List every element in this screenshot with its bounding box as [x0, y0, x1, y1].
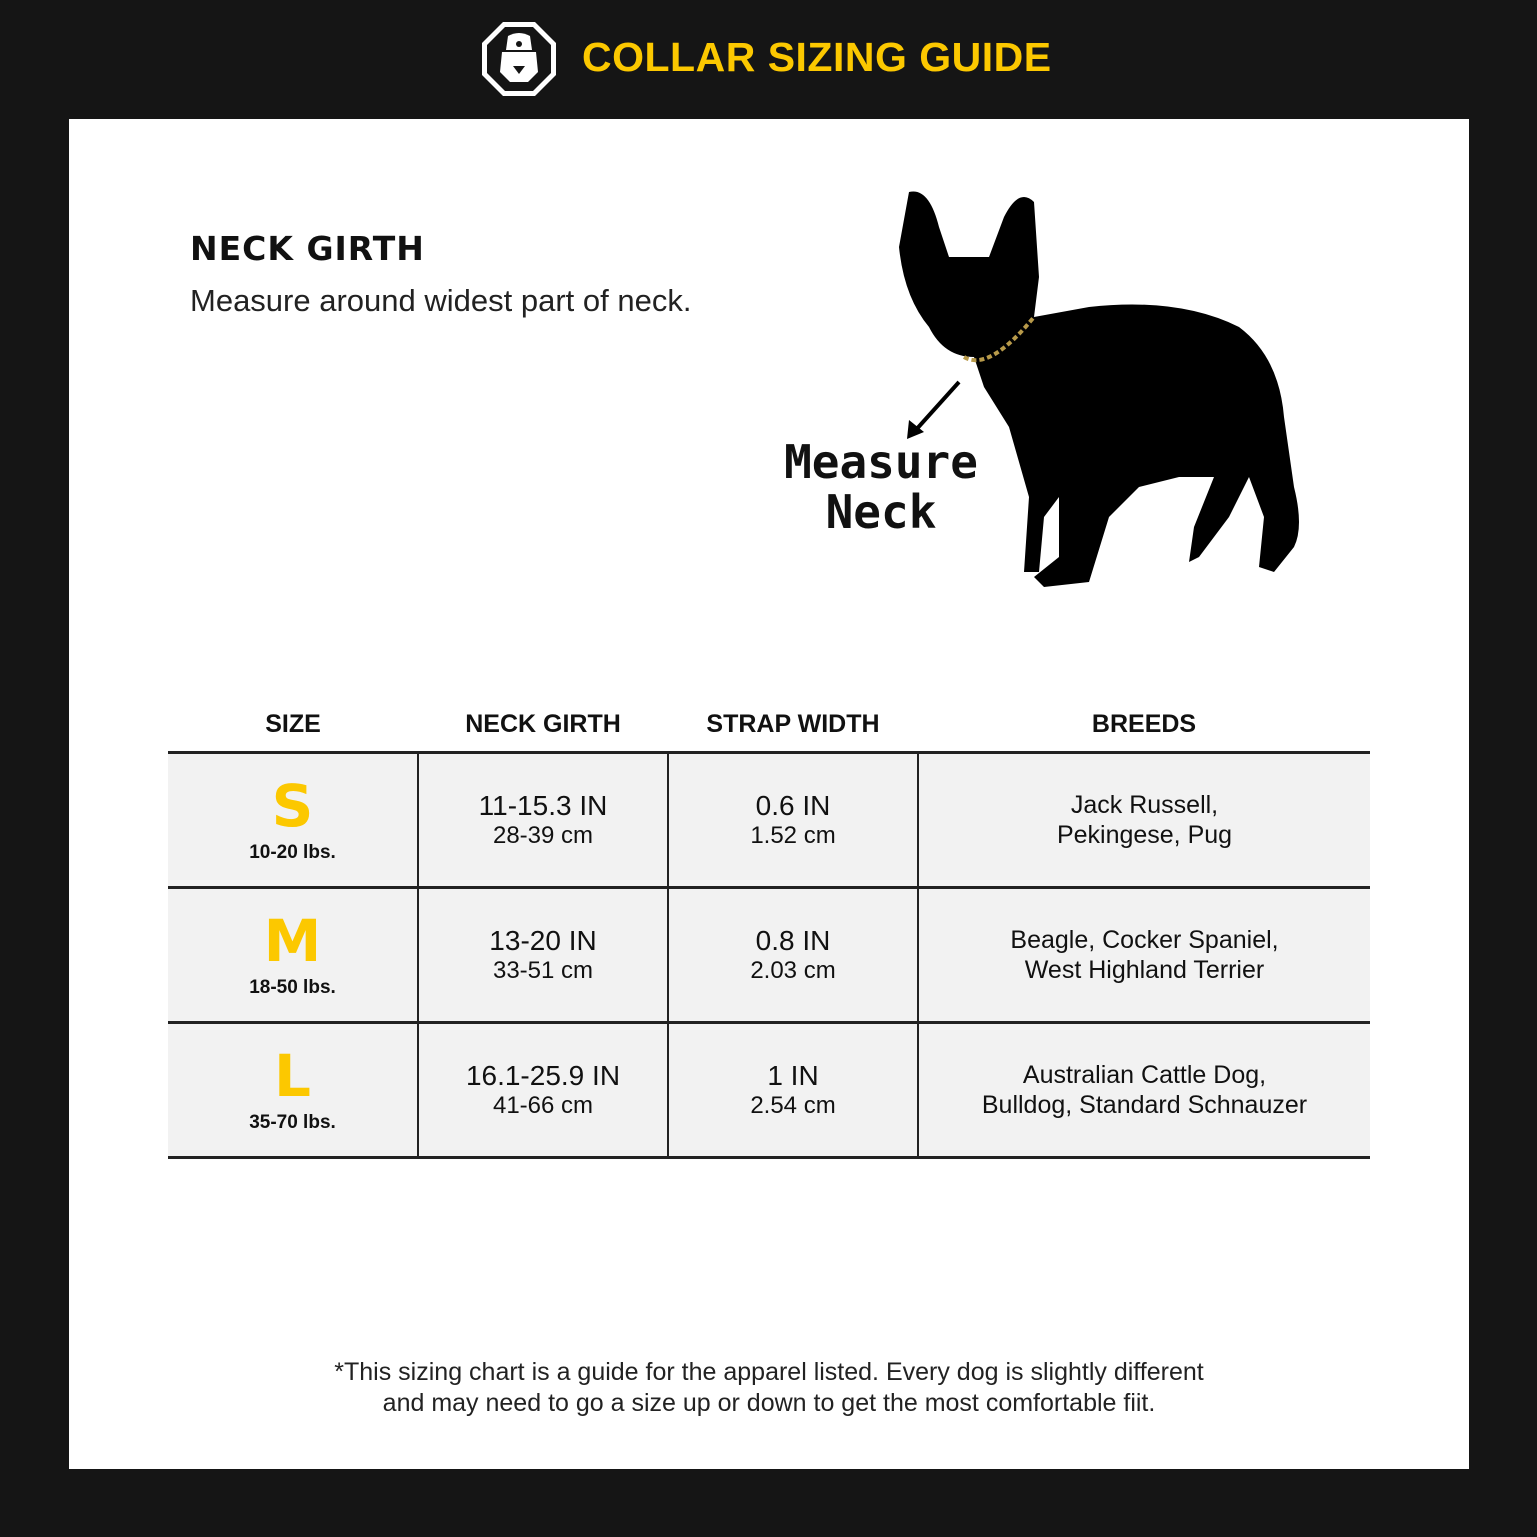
column-header: STRAP WIDTH [668, 699, 918, 754]
weight-range: 10-20 lbs. [249, 841, 336, 863]
strap-inches: 0.6 IN [755, 789, 831, 821]
section-description: Measure around widest part of neck. [190, 283, 692, 318]
size-cell: S 10-20 lbs. [168, 752, 418, 889]
neck-girth-cell: 11-15.3 IN 28-39 cm [417, 752, 668, 889]
footnote-line: *This sizing chart is a guide for the ap… [334, 1358, 1204, 1386]
girth-cm: 28-39 cm [492, 821, 594, 849]
table-row: L 35-70 lbs. 16.1-25.9 IN 41-66 cm 1 IN 2.5… [168, 1022, 1370, 1159]
strap-width-cell: 1 IN 2.54 cm [667, 1022, 918, 1159]
size-cell: M 18-50 lbs. [168, 887, 418, 1024]
logo-icon [482, 22, 556, 96]
header: COLLAR SIZING GUIDE [0, 0, 1537, 119]
breeds-line: West Highland Terrier [1024, 955, 1265, 984]
breeds-line: Beagle, Cocker Spaniel, [1010, 925, 1279, 954]
caption-line: Neck [825, 485, 937, 539]
strap-inches: 0.8 IN [755, 924, 831, 956]
breeds-line: Australian Cattle Dog, [1022, 1060, 1267, 1089]
strap-width-cell: 0.8 IN 2.03 cm [667, 887, 918, 1024]
breeds-cell: Australian Cattle Dog, Bulldog, Standard … [917, 1022, 1370, 1159]
girth-cm: 33-51 cm [492, 956, 594, 984]
column-header: BREEDS [918, 699, 1370, 754]
column-header: SIZE [168, 699, 418, 754]
size-letter: L [274, 1041, 311, 1110]
breeds-line: Jack Russell, [1070, 790, 1219, 819]
girth-inches: 13-20 IN [489, 924, 597, 956]
strap-cm: 1.52 cm [750, 821, 836, 849]
strap-inches: 1 IN [767, 1059, 819, 1091]
caption-line: Measure [784, 435, 978, 489]
dog-silhouette-icon [899, 191, 1299, 587]
breeds-line: Pekingese, Pug [1056, 820, 1233, 849]
girth-inches: 11-15.3 IN [478, 789, 608, 821]
breeds-line: Bulldog, Standard Schnauzer [981, 1090, 1308, 1119]
table-row: S 10-20 lbs. 11-15.3 IN 28-39 cm 0.6 IN 1.5… [168, 752, 1370, 889]
breeds-cell: Jack Russell, Pekingese, Pug [917, 752, 1370, 889]
illustration-caption: Measure Neck [761, 437, 1001, 537]
size-letter: M [263, 906, 322, 975]
strap-cm: 2.54 cm [750, 1091, 836, 1119]
breeds-cell: Beagle, Cocker Spaniel, West Highland Ter… [917, 887, 1370, 1024]
size-cell: L 35-70 lbs. [168, 1022, 418, 1159]
column-header: NECK GIRTH [418, 699, 668, 754]
footnote: *This sizing chart is a guide for the ap… [69, 1357, 1469, 1419]
neck-girth-cell: 13-20 IN 33-51 cm [417, 887, 668, 1024]
weight-range: 35-70 lbs. [249, 1111, 336, 1133]
section-heading: NECK GIRTH [190, 229, 425, 268]
girth-cm: 41-66 cm [492, 1091, 594, 1119]
strap-width-cell: 0.6 IN 1.52 cm [667, 752, 918, 889]
table-row: M 18-50 lbs. 13-20 IN 33-51 cm 0.8 IN 2.03 … [168, 887, 1370, 1024]
content-panel: NECK GIRTH Measure around widest part of… [69, 119, 1469, 1469]
page-title: COLLAR SIZING GUIDE [582, 34, 1052, 80]
neck-girth-cell: 16.1-25.9 IN 41-66 cm [417, 1022, 668, 1159]
size-letter: S [271, 771, 314, 840]
strap-cm: 2.03 cm [750, 956, 836, 984]
girth-inches: 16.1-25.9 IN [465, 1059, 621, 1091]
footnote-line: and may need to go a size up or down to … [382, 1389, 1156, 1417]
sizing-table: SIZE NECK GIRTH STRAP WIDTH BREEDS S 10-2… [168, 699, 1370, 1159]
weight-range: 18-50 lbs. [249, 976, 336, 998]
table-header: SIZE NECK GIRTH STRAP WIDTH BREEDS [168, 699, 1370, 754]
